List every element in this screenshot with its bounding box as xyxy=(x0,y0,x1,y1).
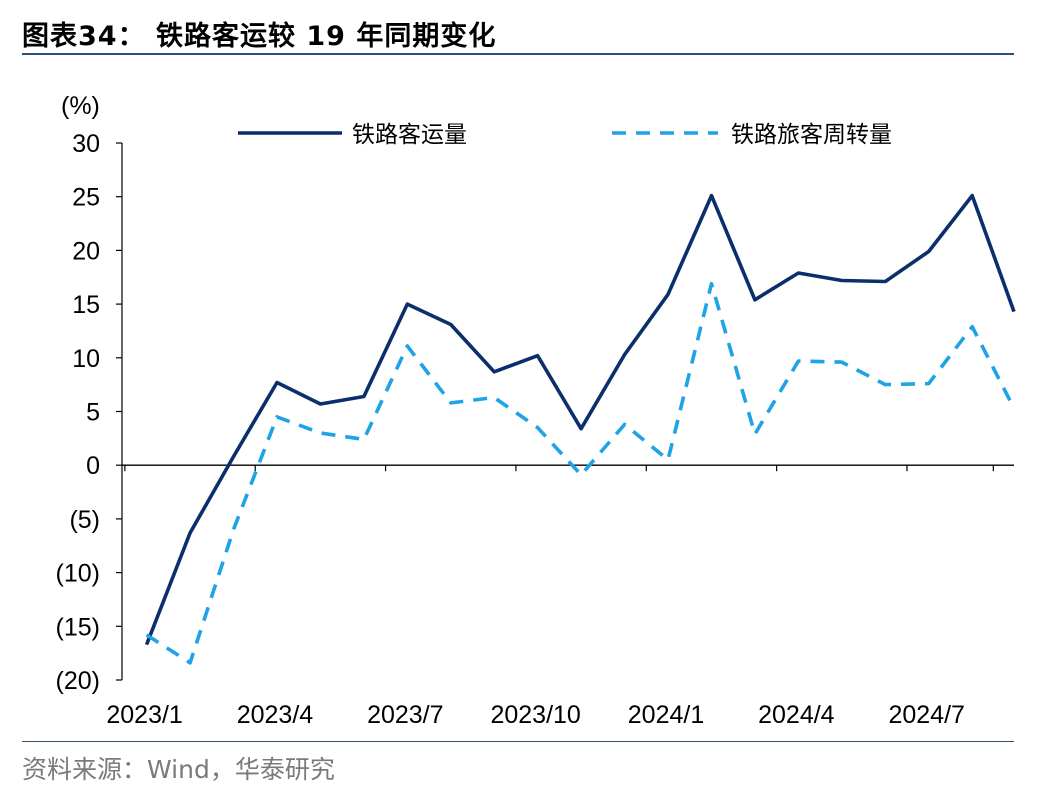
legend-label-2: 铁路旅客周转量 xyxy=(731,122,892,148)
series-line-2 xyxy=(145,281,1016,665)
y-tick-label: (10) xyxy=(56,560,100,588)
y-axis-unit-label: (%) xyxy=(61,92,100,120)
x-tick-label: 2023/7 xyxy=(367,701,443,729)
legend-label-1: 铁路客运量 xyxy=(352,122,467,148)
x-tick-label: 2023/10 xyxy=(490,701,580,729)
y-tick-label: 30 xyxy=(72,130,100,158)
x-tick-label: 2024/7 xyxy=(888,701,964,729)
y-tick-label: 5 xyxy=(86,399,100,427)
source-note: 资料来源：Wind，华泰研究 xyxy=(22,755,335,784)
y-tick-label: 10 xyxy=(72,345,100,373)
y-tick-label: 25 xyxy=(72,184,100,212)
x-tick-label: 2024/4 xyxy=(758,701,835,729)
figure-title: 图表34： 铁路客运较 19 年同期变化 xyxy=(22,21,497,52)
x-tick-label: 2023/4 xyxy=(237,701,314,729)
y-tick-label: 20 xyxy=(72,237,100,265)
series-line-1 xyxy=(144,193,1016,646)
source-rule xyxy=(22,741,1014,742)
y-tick-label: (5) xyxy=(69,506,100,534)
axes: (%) 30 25 20 15 10 5 0 (5) (10) (15) (20)2023/1 2023… xyxy=(56,92,1014,729)
y-tick-label: 15 xyxy=(72,291,100,319)
y-tick-label: 0 xyxy=(86,452,100,480)
x-tick-label: 2023/1 xyxy=(106,701,182,729)
series-layer xyxy=(144,193,1016,665)
legend: 铁路客运量 铁路旅客周转量 xyxy=(238,122,892,148)
title-rule xyxy=(22,53,1014,55)
y-tick-label: (15) xyxy=(56,613,100,641)
y-tick-label: (20) xyxy=(56,667,100,695)
x-tick-label: 2024/1 xyxy=(628,701,704,729)
